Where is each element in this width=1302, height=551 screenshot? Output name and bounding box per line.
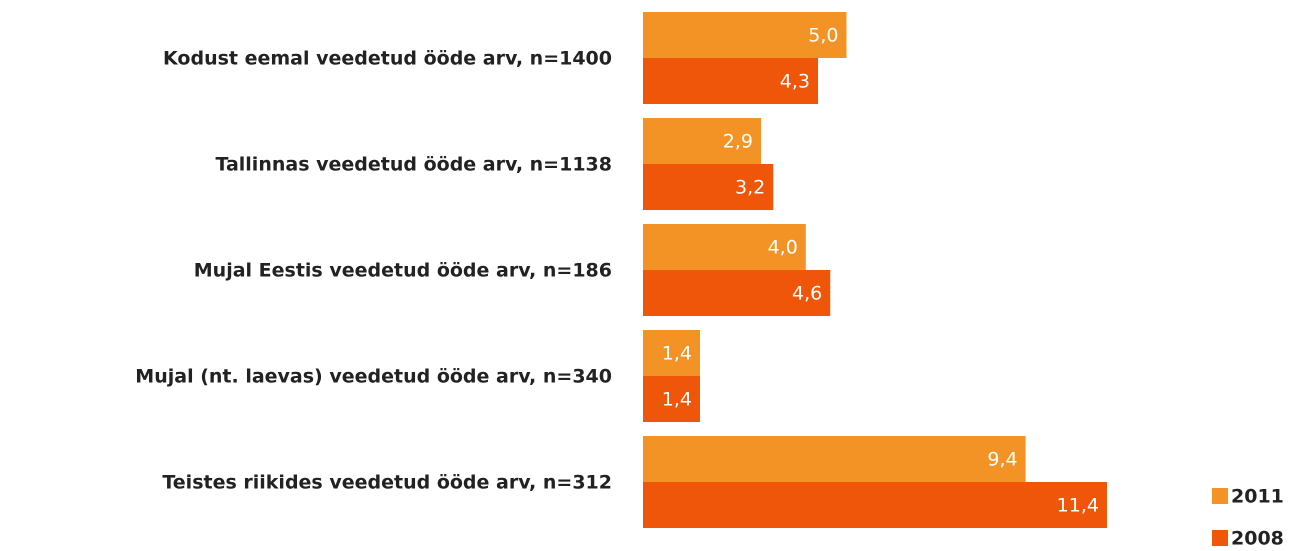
legend-swatch — [1212, 488, 1228, 504]
legend-swatch — [1212, 530, 1228, 546]
value-label: 4,6 — [792, 283, 822, 305]
category-label: Teistes riikides veedetud ööde arv, n=31… — [162, 472, 612, 494]
bar — [643, 12, 847, 58]
bar — [643, 482, 1107, 528]
bar — [643, 270, 831, 316]
value-label: 11,4 — [1057, 495, 1099, 517]
value-label: 1,4 — [662, 389, 692, 411]
category-label: Mujal (nt. laevas) veedetud ööde arv, n=… — [135, 366, 612, 388]
bar — [643, 436, 1026, 482]
legend-label: 2008 — [1231, 528, 1284, 550]
category-label: Kodust eemal veedetud ööde arv, n=1400 — [163, 48, 612, 70]
legend-label: 2011 — [1231, 486, 1284, 508]
bar — [643, 376, 700, 422]
category-label: Tallinnas veedetud ööde arv, n=1138 — [215, 154, 612, 176]
bar — [643, 58, 819, 104]
value-label: 5,0 — [808, 25, 838, 47]
bar — [643, 164, 774, 210]
value-label: 3,2 — [735, 177, 765, 199]
value-label: 9,4 — [987, 449, 1017, 471]
value-label: 2,9 — [723, 131, 753, 153]
category-label: Mujal Eestis veedetud ööde arv, n=186 — [194, 260, 612, 282]
value-label: 1,4 — [662, 343, 692, 365]
bar — [643, 118, 762, 164]
bar — [643, 330, 700, 376]
bar — [643, 224, 806, 270]
value-label: 4,0 — [768, 237, 798, 259]
value-label: 4,3 — [780, 71, 810, 93]
